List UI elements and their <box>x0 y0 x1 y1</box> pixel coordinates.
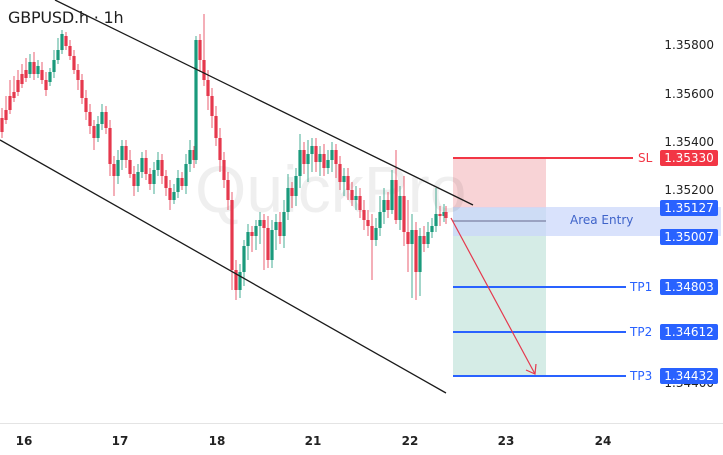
tp3-price-tag[interactable]: 1.34432 <box>660 368 718 384</box>
time-axis-label: 16 <box>15 434 33 448</box>
sl-label: SL <box>638 151 653 165</box>
time-axis-label: 21 <box>304 434 322 448</box>
channel-lower-line[interactable] <box>0 139 447 394</box>
price-axis-label: 1.35200 <box>664 183 714 197</box>
time-axis-label: 22 <box>401 434 419 448</box>
tp2-label: TP2 <box>630 325 653 339</box>
sl-price-tag[interactable]: 1.35330 <box>660 150 718 166</box>
time-axis-label: 24 <box>594 434 612 448</box>
tp1-price-tag[interactable]: 1.34803 <box>660 279 718 295</box>
candlestick-series <box>0 14 448 300</box>
entry-high-price-tag[interactable]: 1.35127 <box>660 200 718 216</box>
tp2-price-tag[interactable]: 1.34612 <box>660 324 718 340</box>
area-entry-label: Area Entry <box>570 213 634 227</box>
risk-zone <box>453 158 546 208</box>
time-axis-divider <box>0 423 723 424</box>
watermark: QuickPro <box>195 152 466 226</box>
symbol-title: GBPUSD.h · 1h <box>8 8 124 27</box>
time-axis-label: 18 <box>208 434 226 448</box>
tp3-label: TP3 <box>630 369 653 383</box>
entry-low-price-tag[interactable]: 1.35007 <box>660 229 718 245</box>
channel-upper-line[interactable] <box>54 0 474 206</box>
projection-arrow-icon[interactable] <box>450 217 537 375</box>
tp1-label: TP1 <box>630 280 653 294</box>
time-axis-label: 23 <box>497 434 515 448</box>
price-axis-label: 1.35400 <box>664 135 714 149</box>
time-axis-label: 17 <box>111 434 129 448</box>
price-axis-label: 1.35800 <box>664 38 714 52</box>
price-axis-label: 1.35600 <box>664 87 714 101</box>
